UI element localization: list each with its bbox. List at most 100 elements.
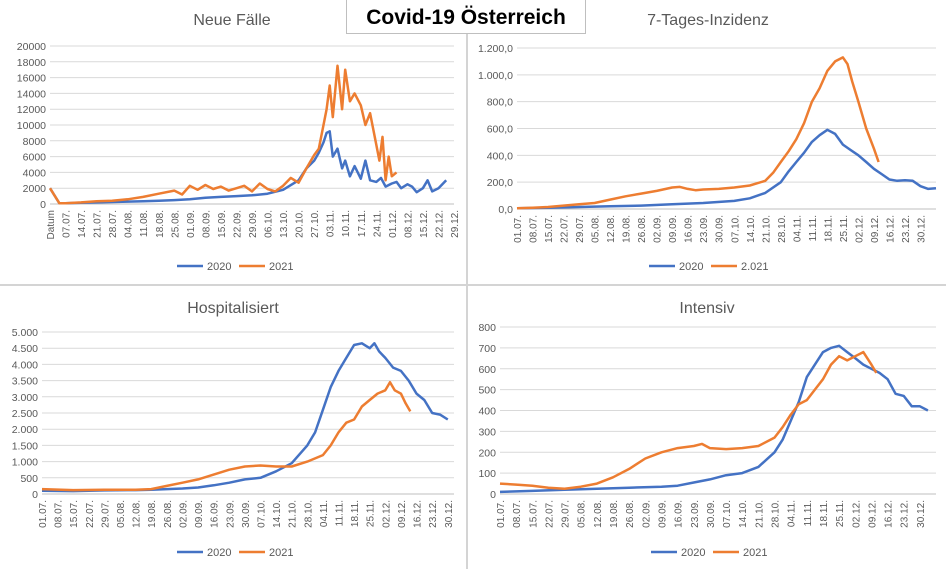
legend-label: 2020	[681, 547, 705, 559]
x-tick-label: 23.09.	[690, 500, 701, 528]
x-tick-label: 18.11.	[819, 500, 830, 527]
x-tick-label: 12.08.	[132, 500, 143, 528]
x-tick-label: 09.12.	[867, 500, 878, 528]
y-tick-label: 2.500	[12, 408, 38, 420]
y-tick-label: 2.000	[12, 424, 38, 436]
x-tick-label: 02.12.	[381, 500, 392, 528]
legend-label: 2021	[269, 547, 293, 559]
x-tick-label: 22.07.	[544, 500, 555, 528]
chart-panel-intensiv: Intensiv 0 100 200 300 400 500 600 700 800 01.07. 0…	[468, 285, 946, 569]
x-tick-label: 14.10.	[746, 215, 757, 243]
y-tick-label: 0,0	[498, 204, 513, 216]
x-tick-label: 28.10.	[771, 500, 782, 528]
x-tick-label: 30.12.	[916, 215, 927, 243]
series-line-2020	[48, 130, 448, 205]
x-tick-label: 21.07.	[93, 210, 104, 238]
y-tick-label: 6000	[23, 152, 47, 164]
y-tick-label: 500	[20, 473, 38, 485]
chart-title: 7-Tages-Inzidenz	[647, 12, 769, 29]
x-tick-label: 09.09.	[668, 215, 679, 243]
series-line-2021	[48, 64, 398, 205]
x-tick-label: 01.07.	[513, 215, 524, 243]
y-tick-label: 16000	[17, 73, 46, 85]
x-tick-label: 02.12.	[854, 215, 865, 243]
y-tick-label: 0	[490, 489, 496, 501]
y-tick-label: 800,0	[487, 97, 513, 109]
chart-neue-faelle: Neue Fälle 0 2000 4000 6000 8000 10000 12000 140…	[17, 12, 461, 273]
x-tick-label: 11.11.	[335, 500, 346, 526]
horizontal-divider	[0, 284, 946, 286]
x-tick-label: 15.07.	[528, 500, 539, 528]
x-tick-label: 15.07.	[544, 215, 555, 243]
x-tick-label: 07.10.	[730, 215, 741, 243]
chart-hospitalisiert: Hospitalisiert 0 500 1.000 1.500 2.000 2.500 3.…	[12, 300, 455, 559]
y-tick-label: 100	[478, 468, 496, 480]
x-tick-label: 21.10.	[288, 500, 299, 528]
x-tick-label: 08.07.	[512, 500, 523, 528]
x-tick-label: 15.12.	[419, 210, 430, 238]
x-tick-label: 14.10.	[272, 500, 283, 528]
x-tick-label: 02.12.	[851, 500, 862, 528]
series-line-2021	[499, 350, 878, 491]
x-tick-label: 10.11.	[341, 210, 352, 237]
x-tick-label: 25.11.	[839, 215, 850, 242]
y-tick-label: 800	[478, 322, 496, 334]
x-tick-label: 04.11.	[792, 215, 803, 242]
x-tick-label: 25.08.	[170, 210, 181, 238]
y-tick-label: 600,0	[487, 124, 513, 136]
x-tick-label: 01.07.	[496, 500, 507, 528]
x-tick-label: 30.09.	[706, 500, 717, 528]
y-tick-label: 10000	[17, 120, 46, 132]
chart-title: Hospitalisiert	[187, 300, 279, 317]
x-tick-label: 04.11.	[319, 500, 330, 527]
x-tick-label: 16.09.	[684, 215, 695, 243]
x-tick-label: 15.09.	[217, 210, 228, 238]
x-tick-label: 07.10.	[722, 500, 733, 528]
y-tick-label: 400,0	[487, 150, 513, 162]
x-tick-label: 21.10.	[754, 500, 765, 528]
x-tick-label: 28.10.	[777, 215, 788, 243]
x-tick-label: 16.09.	[674, 500, 685, 528]
y-tick-label: 300	[478, 426, 496, 438]
x-tick-label: 08.12.	[403, 210, 414, 238]
y-tick-label: 400	[478, 406, 496, 418]
y-tick-label: 18000	[17, 57, 46, 69]
x-tick-label: 19.08.	[622, 215, 633, 243]
chart-panel-7-tages-inzidenz: 7-Tages-Inzidenz 0,0 200,0 400,0 600,0 800,0 1…	[468, 0, 946, 285]
x-tick-label: 18.11.	[823, 215, 834, 242]
y-tick-label: 0	[32, 489, 38, 501]
series-line-2020	[499, 344, 929, 494]
y-tick-label: 4.000	[12, 359, 38, 371]
x-tick-label: 29.07.	[561, 500, 572, 528]
y-tick-label: 8000	[23, 136, 47, 148]
y-tick-label: 0	[40, 199, 46, 211]
x-tick-label: 23.12.	[900, 500, 911, 528]
x-tick-label: 22.12.	[434, 210, 445, 238]
legend-label: 2020	[679, 261, 703, 273]
x-tick-label: 25.11.	[835, 500, 846, 527]
x-tick-label: 03.11.	[326, 210, 337, 237]
x-tick-label: 28.10.	[303, 500, 314, 528]
x-tick-label: 21.10.	[761, 215, 772, 243]
x-tick-label: 19.08.	[147, 500, 158, 528]
chart-panel-hospitalisiert: Hospitalisiert 0 500 1.000 1.500 2.000 2.500 3.…	[0, 285, 466, 569]
y-tick-label: 2000	[23, 183, 47, 195]
x-tick-label: 08.09.	[201, 210, 212, 238]
x-tick-label: 01.12.	[388, 210, 399, 238]
x-tick-label: 28.07.	[108, 210, 119, 238]
x-tick-label: 23.09.	[225, 500, 236, 528]
y-tick-label: 3.000	[12, 392, 38, 404]
x-tick-label: 22.07.	[560, 215, 571, 243]
x-tick-label: 18.08.	[155, 210, 166, 238]
x-tick-label: 09.12.	[870, 215, 881, 243]
x-tick-label: 12.08.	[606, 215, 617, 243]
x-tick-label: 16.12.	[884, 500, 895, 528]
series-line-2020	[516, 128, 937, 210]
x-tick-label: 30.09.	[241, 500, 252, 528]
x-tick-label: 09.09.	[194, 500, 205, 528]
x-tick-label: 02.09.	[178, 500, 189, 528]
x-tick-label: 08.07.	[529, 215, 540, 243]
chart-inzidenz: 7-Tages-Inzidenz 0,0 200,0 400,0 600,0 800,0 1…	[478, 12, 937, 273]
y-tick-label: 1.000,0	[478, 70, 513, 82]
x-tick-label: 05.08.	[577, 500, 588, 528]
